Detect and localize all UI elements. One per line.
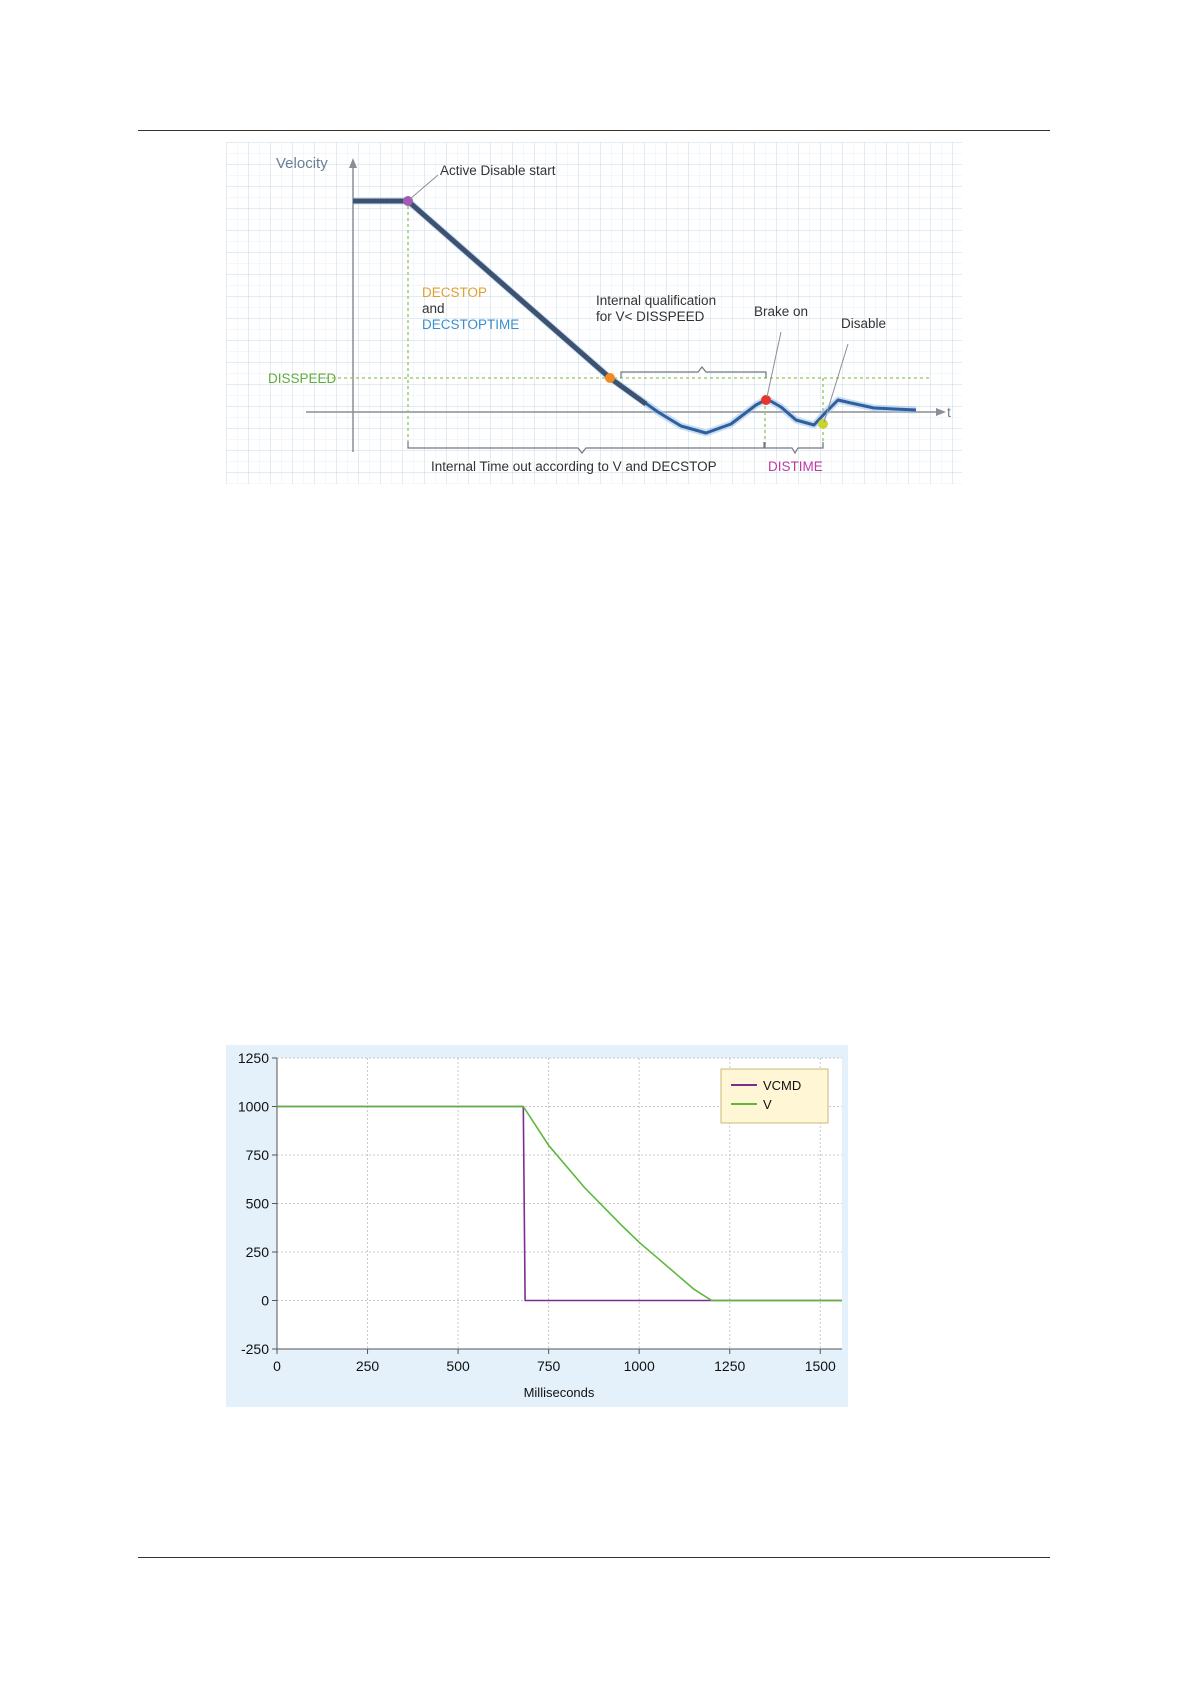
x-tick-label: 500 [446, 1358, 470, 1374]
active-disable-pointer [409, 174, 439, 200]
y-tick-label: 0 [261, 1293, 269, 1309]
x-tick-label: 1500 [805, 1358, 836, 1374]
disable-label: Disable [841, 316, 886, 331]
disspeed-marker [605, 373, 615, 383]
qualification-label-line1: Internal qualification [596, 293, 716, 308]
active-disable-label: Active Disable start [440, 163, 556, 178]
axis-ticks: 0 250 500 750 1000 1250 1500-25002505007501000… [238, 1050, 836, 1374]
distime-brace [764, 442, 824, 455]
x-axis-title: Milliseconds [524, 1385, 595, 1400]
brake-pointer [766, 331, 782, 398]
y-tick-label: 500 [246, 1196, 270, 1212]
brake-marker [761, 395, 771, 405]
x-tick-label: 250 [356, 1358, 380, 1374]
velocity-axis-label: Velocity [276, 155, 328, 172]
brake-label: Brake on [754, 304, 808, 319]
qualification-brace [620, 366, 767, 378]
x-tick-label: 750 [537, 1358, 561, 1374]
disspeed-label: DISSPEED [268, 371, 337, 386]
velocity-axis-arrow [349, 158, 357, 168]
series-line-v [277, 1105, 842, 1302]
decel-segment-thick [353, 198, 648, 407]
y-tick-label: 1250 [238, 1050, 269, 1066]
y-tick-label: -250 [241, 1341, 269, 1357]
velocity-profile-diagram: Velocity t Active Disable start DECSTOP … [226, 142, 962, 484]
y-tick-label: 750 [246, 1147, 270, 1163]
legend-label-v: V [763, 1097, 772, 1112]
series-lines [277, 1105, 842, 1302]
footer-rule [138, 1557, 1050, 1558]
legend-box [720, 1068, 829, 1124]
x-tick-label: 1250 [714, 1358, 745, 1374]
timeout-label: Internal Time out according to V and DEC… [431, 459, 717, 474]
legend-label-vcmd: VCMD [763, 1078, 801, 1093]
qualification-label-line2: for V< DISSPEED [596, 309, 705, 324]
velocity-chart: 0 250 500 750 1000 1250 1500-25002505007501000… [226, 1045, 848, 1407]
y-tick-label: 1000 [238, 1099, 269, 1115]
time-axis-arrow [936, 408, 946, 416]
disable-pointer [823, 343, 849, 423]
and-label: and [422, 301, 445, 316]
decstoptime-label: DECSTOPTIME [422, 317, 519, 332]
distime-label: DISTIME [768, 459, 823, 474]
timeout-brace [407, 442, 765, 454]
chart-legend: VCMD V [720, 1068, 829, 1124]
diagram-grid [226, 142, 962, 484]
disable-marker [818, 419, 828, 429]
header-rule [138, 130, 1050, 131]
x-tick-label: 1000 [624, 1358, 655, 1374]
x-tick-label: 0 [273, 1358, 281, 1374]
y-tick-label: 250 [246, 1244, 270, 1260]
decstop-label: DECSTOP [422, 285, 487, 300]
time-axis-label: t [947, 404, 951, 420]
